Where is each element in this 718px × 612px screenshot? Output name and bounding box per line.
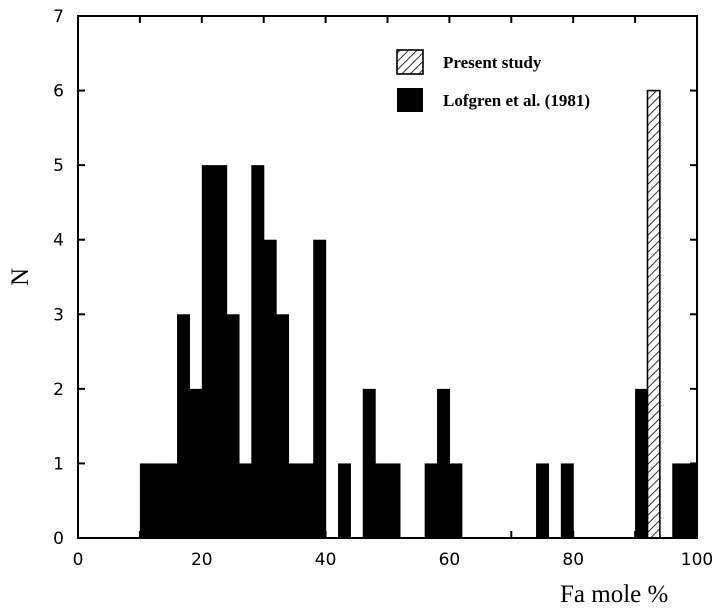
legend-swatch-present-study (396, 49, 424, 75)
bar-present-study-0 (646, 89, 661, 539)
bar-lofgren-16 (362, 388, 376, 538)
x-tick-label: 60 (439, 550, 461, 570)
bar-lofgren-18 (387, 463, 401, 538)
bar-lofgren-6 (214, 165, 228, 538)
bar-lofgren-15 (337, 463, 351, 538)
axis-ticks (78, 16, 697, 538)
y-tick-label: 3 (53, 305, 64, 325)
bar-lofgren-25 (672, 463, 686, 538)
bar-lofgren-8 (238, 463, 252, 538)
bar-lofgren-7 (226, 314, 240, 538)
x-tick-label: 40 (315, 550, 337, 570)
bar-lofgren-12 (288, 463, 302, 538)
x-axis-label: Fa mole % (560, 581, 668, 608)
bar-lofgren-5 (201, 165, 215, 538)
legend-label-lofgren: Lofgren et al. (1981) (443, 91, 590, 110)
x-tick-label: 100 (681, 550, 713, 570)
x-tick-label: 80 (562, 550, 584, 570)
bar-lofgren-20 (437, 388, 450, 538)
bar-lofgren-14 (313, 239, 327, 538)
bar-lofgren-24 (635, 388, 649, 538)
legend-label-present-study: Present study (443, 53, 542, 72)
plot-frame (77, 15, 698, 539)
y-tick-labels: 0 1 2 3 4 5 6 7 (53, 7, 64, 549)
bar-lofgren-4 (189, 388, 203, 538)
bar-lofgren-1 (152, 463, 166, 538)
y-tick-label: 0 (53, 529, 64, 549)
bar-lofgren-3 (177, 314, 191, 538)
legend: Present study Lofgren et al. (1981) (396, 49, 590, 112)
bar-lofgren-2 (164, 463, 178, 538)
bar-lofgren-10 (263, 239, 277, 538)
bar-lofgren-9 (251, 165, 265, 538)
bar-lofgren-23 (560, 463, 574, 538)
bar-lofgren-21 (449, 463, 463, 538)
x-tick-label: 0 (73, 550, 84, 570)
y-tick-label: 5 (53, 156, 64, 176)
y-tick-label: 2 (53, 380, 64, 400)
bar-lofgren-26 (684, 463, 698, 538)
legend-swatch-lofgren (397, 88, 423, 112)
bar-lofgren-13 (300, 463, 314, 538)
bar-lofgren-0 (139, 463, 153, 538)
x-tick-labels: 0 20 40 60 80 100 (73, 550, 714, 570)
bar-lofgren-19 (424, 463, 438, 538)
y-tick-label: 6 (53, 82, 64, 102)
y-axis-label: N (7, 268, 34, 286)
y-tick-label: 7 (53, 7, 64, 27)
bar-lofgren-11 (276, 314, 290, 538)
x-tick-label: 20 (191, 550, 213, 570)
y-tick-label: 4 (53, 231, 64, 251)
y-tick-label: 1 (53, 454, 64, 474)
bar-lofgren-22 (536, 463, 550, 538)
bar-lofgren-17 (375, 463, 389, 538)
bar-group (139, 89, 698, 539)
